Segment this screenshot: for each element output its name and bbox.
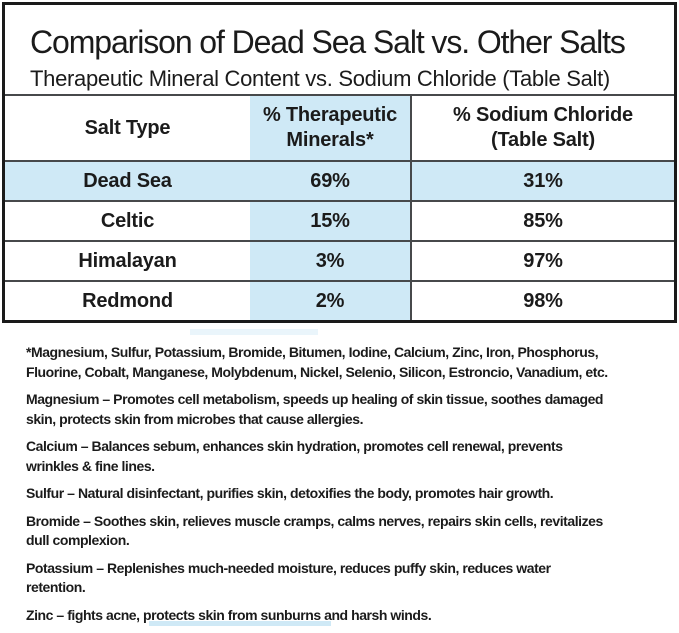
salt-comparison-table: Salt Type % Therapeutic Minerals* % Sodi…	[5, 94, 674, 320]
table-row-celtic: Celtic 15% 85%	[5, 200, 674, 240]
note-zinc: Zinc – fights acne, protects skin from s…	[26, 606, 432, 623]
note-calcium: Calcium – Balances sebum, enhances skin …	[26, 438, 563, 474]
title-block: Comparison of Dead Sea Salt vs. Other Sa…	[5, 5, 674, 94]
sodium-pct-cell: 97%	[410, 242, 674, 280]
salt-type-cell: Celtic	[100, 209, 155, 232]
column-header-sodium-chloride: % Sodium Chloride (Table Salt)	[410, 96, 674, 160]
note-potassium: Potassium – Replenishes much-needed mois…	[26, 559, 551, 596]
sodium-pct-cell: 98%	[410, 282, 674, 320]
table-row-redmond: Redmond 2% 98%	[5, 280, 674, 320]
column-header-therapeutic-minerals: % Therapeutic Minerals*	[250, 96, 410, 160]
therapeutic-pct-cell: 15%	[250, 202, 410, 240]
table-row-himalayan: Himalayan 3% 97%	[5, 240, 674, 280]
therapeutic-pct-cell: 2%	[250, 282, 410, 320]
table-header-row: Salt Type % Therapeutic Minerals* % Sodi…	[5, 94, 674, 160]
note-magnesium: Magnesium – Promotes cell metabolism, sp…	[26, 391, 604, 427]
page-title: Comparison of Dead Sea Salt vs. Other Sa…	[30, 24, 626, 60]
therapeutic-pct-cell: 69%	[250, 162, 410, 200]
mineral-notes-section: *Magnesium, Sulfur, Potassium, Bromide, …	[0, 323, 679, 633]
page-subtitle: Therapeutic Mineral Content vs. Sodium C…	[30, 66, 610, 91]
column-header-salt-type: Salt Type	[84, 116, 171, 139]
note-bromide: Bromide – Soothes skin, relieves muscle …	[26, 512, 603, 549]
sodium-pct-cell: 85%	[410, 202, 674, 240]
sodium-pct-cell: 31%	[410, 162, 674, 200]
minerals-footnote: *Magnesium, Sulfur, Potassium, Bromide, …	[26, 344, 608, 380]
note-sulfur: Sulfur – Natural disinfectant, purifies …	[26, 485, 554, 501]
salt-type-cell: Dead Sea	[5, 162, 250, 200]
salt-type-cell: Redmond	[82, 289, 173, 312]
salt-type-cell: Himalayan	[78, 249, 177, 272]
title-and-table-frame: Comparison of Dead Sea Salt vs. Other Sa…	[2, 2, 677, 323]
table-row-dead-sea: Dead Sea 69% 31%	[5, 160, 674, 200]
therapeutic-pct-cell: 3%	[250, 242, 410, 280]
